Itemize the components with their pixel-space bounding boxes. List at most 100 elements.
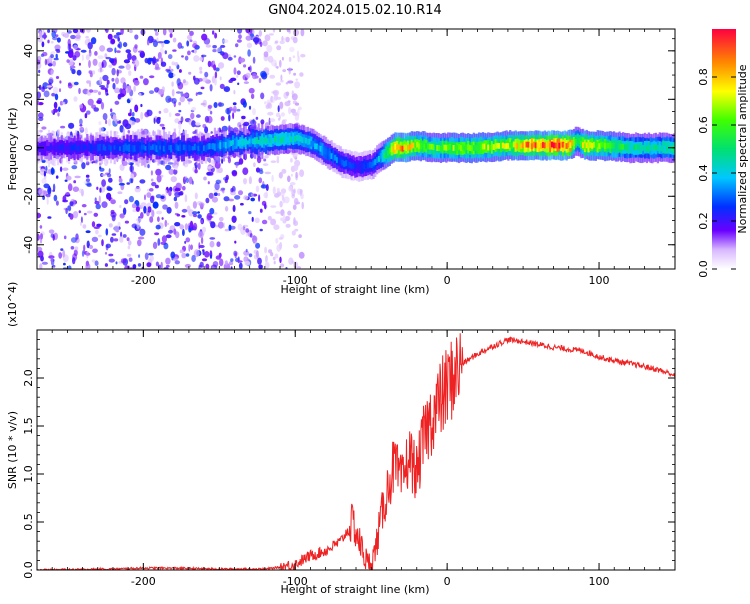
noise-blob (113, 225, 120, 233)
ridge-cell (450, 144, 453, 151)
noise-blob (244, 260, 251, 266)
noise-blob (37, 59, 41, 65)
ridge-cell (501, 142, 504, 149)
noise-blob (178, 122, 182, 130)
noise-blob (98, 234, 102, 238)
noise-blob (85, 230, 91, 234)
spectrogram-x-label: Height of straight line (km) (280, 283, 429, 296)
noise-blob (136, 220, 141, 229)
noise-blob (51, 109, 55, 114)
noise-blob (104, 53, 108, 59)
noise-blob (51, 30, 56, 38)
noise-blob (236, 39, 242, 43)
noise-blob (111, 233, 117, 236)
ridge-cell (319, 145, 322, 152)
noise-blob (202, 249, 205, 252)
noise-blob (39, 263, 43, 269)
noise-blob (218, 102, 225, 107)
noise-blob (217, 221, 224, 229)
noise-blob (126, 237, 130, 242)
ridge-cell (571, 140, 574, 146)
noise-blob (290, 158, 293, 163)
noise-blob (266, 44, 273, 53)
noise-blob (291, 194, 296, 199)
noise-blob (157, 41, 164, 44)
noise-blob (147, 40, 150, 46)
noise-blob (299, 169, 305, 177)
noise-blob (273, 260, 276, 265)
ridge-cell (58, 145, 62, 151)
ridge-cell (354, 163, 357, 169)
ridge-cell (345, 160, 348, 167)
noise-blob (119, 125, 124, 133)
noise-blob (63, 32, 70, 39)
noise-blob (178, 101, 182, 106)
noise-blob (137, 239, 142, 247)
noise-blob (122, 234, 127, 238)
noise-blob (55, 76, 60, 79)
noise-blob (180, 91, 184, 97)
noise-blob (262, 40, 268, 47)
noise-blob (163, 242, 169, 250)
noise-blob (287, 210, 292, 216)
noise-blob (192, 211, 198, 215)
ridge-cell (654, 144, 658, 150)
noise-blob (42, 51, 48, 57)
noise-blob (199, 70, 203, 74)
noise-blob (127, 130, 131, 134)
ridge-cell (410, 142, 413, 149)
noise-blob (228, 224, 232, 231)
noise-blob (129, 164, 134, 173)
ridge-cell (494, 143, 497, 149)
ridge-cell (292, 136, 295, 142)
noise-blob (250, 93, 255, 100)
noise-blob (263, 51, 269, 58)
noise-blob (127, 240, 132, 246)
ridge-cell (197, 145, 200, 151)
noise-blob (168, 65, 171, 70)
noise-blob (223, 86, 231, 93)
noise-blob (119, 204, 122, 209)
noise-blob (280, 188, 287, 194)
ridge-cell (403, 144, 406, 151)
ridge-cell (434, 144, 437, 150)
noise-blob (150, 178, 154, 182)
noise-blob (85, 252, 91, 256)
noise-blob (174, 62, 179, 66)
noise-blob (209, 84, 213, 92)
noise-blob (81, 204, 87, 208)
noise-blob (92, 89, 99, 93)
noise-blob (65, 207, 68, 215)
noise-blob (269, 118, 276, 122)
ridge-cell (308, 138, 311, 145)
noise-blob (289, 46, 295, 53)
x-tick-label: -200 (131, 575, 156, 588)
noise-blob (135, 206, 140, 212)
noise-blob (275, 237, 279, 244)
ridge-cell (634, 144, 638, 150)
noise-blob (108, 177, 113, 183)
ridge-cell (57, 144, 60, 150)
noise-blob (211, 266, 215, 269)
ridge-cell (556, 141, 559, 148)
noise-blob (93, 226, 100, 229)
noise-blob (275, 112, 281, 118)
noise-blob (139, 179, 146, 184)
noise-blob (200, 54, 207, 58)
noise-blob (133, 85, 136, 92)
ridge-cell (536, 142, 539, 149)
noise-blob (218, 62, 225, 69)
noise-blob (127, 112, 132, 117)
noise-blob (252, 56, 256, 64)
noise-blob (258, 30, 262, 37)
noise-blob (154, 29, 158, 32)
noise-blob (168, 29, 175, 34)
noise-blob (287, 80, 294, 84)
noise-blob (272, 29, 276, 33)
ridge-cell (91, 145, 94, 151)
noise-blob (166, 222, 169, 226)
ridge-cell (305, 137, 308, 144)
noise-blob (200, 102, 206, 106)
y-tick-label: 0.5 (22, 513, 35, 531)
figure-title: GN04.2024.015.02.10.R14 (268, 3, 442, 18)
